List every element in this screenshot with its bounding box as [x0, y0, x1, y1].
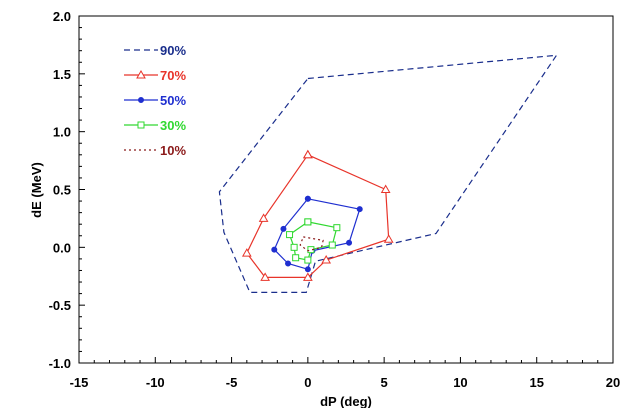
legend-label: 30%	[160, 118, 186, 133]
legend-label: 90%	[160, 43, 186, 58]
legend-item: 30%	[124, 118, 186, 133]
series-4	[286, 218, 341, 264]
dot-marker	[280, 225, 287, 232]
x-tick-label: 20	[606, 375, 620, 390]
dot-marker	[304, 195, 311, 202]
legend-item: 50%	[124, 93, 186, 108]
square-marker	[290, 243, 298, 251]
square-marker	[333, 224, 341, 232]
series-5	[299, 236, 324, 252]
square-marker	[292, 254, 300, 262]
triangle-marker	[136, 69, 146, 79]
triangle-marker	[302, 272, 313, 281]
dot-marker	[271, 246, 278, 253]
y-tick-label: 1.0	[53, 125, 71, 140]
triangle-marker	[321, 255, 332, 264]
series-2	[241, 149, 394, 281]
square-marker	[304, 218, 312, 226]
legend-label: 10%	[160, 143, 186, 158]
y-tick-label: 0.0	[53, 240, 71, 255]
x-tick-label: -10	[146, 375, 165, 390]
triangle-marker	[258, 213, 269, 222]
legend-label: 50%	[160, 93, 186, 108]
dot-marker	[138, 97, 144, 103]
x-tick-label: 0	[304, 375, 311, 390]
axis-ticks: -15 -10 -5 0 5 10 15 20 -1.0 -0.5 0.0 0.5 1.0 1.5 2.0	[49, 9, 621, 390]
y-tick-label: 1.5	[53, 67, 71, 82]
dot-marker	[356, 206, 363, 213]
legend-item: 90%	[124, 43, 186, 58]
y-axis-label: dE (MeV)	[29, 162, 44, 218]
triangle-marker	[260, 272, 270, 281]
series-line	[246, 154, 390, 278]
x-tick-label: 10	[453, 375, 467, 390]
triangle-marker	[302, 149, 313, 159]
dot-marker	[304, 266, 311, 273]
x-tick-label: -5	[226, 375, 238, 390]
y-tick-label: -1.0	[49, 356, 71, 371]
square-marker	[137, 121, 145, 129]
legend-item: 10%	[124, 143, 186, 158]
series-3	[271, 195, 363, 273]
square-marker	[328, 241, 336, 249]
y-tick-label: 0.5	[53, 183, 71, 198]
y-tick-label: -0.5	[49, 298, 71, 313]
square-marker	[286, 231, 294, 239]
triangle-marker	[241, 248, 252, 257]
series-line	[218, 54, 558, 293]
x-axis-label: dP (deg)	[320, 394, 372, 408]
legend-label: 70%	[160, 68, 186, 83]
dot-marker	[285, 260, 292, 267]
triangle-marker	[383, 234, 394, 243]
legend-item: 70%	[124, 68, 186, 83]
dot-marker	[346, 239, 353, 246]
x-tick-label: -15	[70, 375, 89, 390]
series-line	[299, 236, 324, 252]
x-tick-label: 15	[529, 375, 543, 390]
series-layer	[218, 54, 558, 293]
y-tick-label: 2.0	[53, 9, 71, 24]
x-tick-label: 5	[381, 375, 388, 390]
triangle-marker	[380, 184, 391, 193]
series-1	[218, 54, 558, 293]
legend: 90% 70% 50% 30% 10%	[124, 43, 186, 158]
square-marker	[304, 256, 312, 264]
